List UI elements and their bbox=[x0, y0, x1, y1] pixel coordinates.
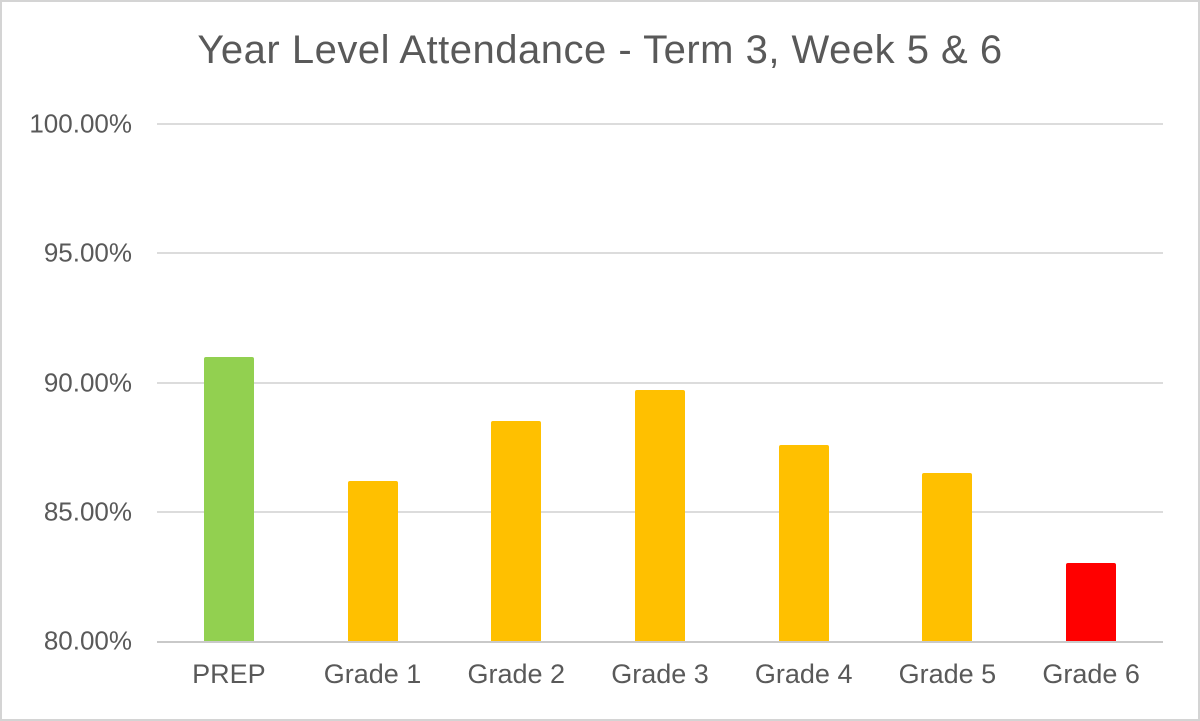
bar-grade-2 bbox=[491, 421, 542, 641]
gridline bbox=[157, 381, 1163, 384]
bar-prep bbox=[203, 356, 254, 641]
bar-grade-6 bbox=[1066, 563, 1117, 641]
bar-grade-4 bbox=[778, 444, 829, 641]
gridline bbox=[157, 252, 1163, 255]
bar-grade-3 bbox=[635, 390, 685, 641]
x-axis-category-label: Grade 2 bbox=[467, 659, 566, 689]
y-axis-tick-label: 85.00% bbox=[43, 496, 132, 527]
y-axis-tick-label: 100.00% bbox=[29, 108, 132, 139]
x-axis-category-label: Grade 4 bbox=[754, 659, 853, 689]
y-axis-tick-label: 90.00% bbox=[43, 367, 132, 397]
y-axis-tick-label: 95.00% bbox=[43, 237, 132, 268]
x-axis: PREP Grade 1 Grade 2 Grade 3 Grade 4 Grade 5 G… bbox=[157, 658, 1163, 698]
y-axis-tick-label: 80.00% bbox=[43, 625, 132, 656]
x-axis-category-label: Grade 3 bbox=[611, 659, 709, 689]
chart-title: Year Level Attendance - Term 3, Week 5 &… bbox=[197, 28, 1003, 72]
x-axis-category-label: PREP bbox=[192, 659, 266, 689]
gridline bbox=[157, 123, 1163, 125]
plot-area bbox=[157, 123, 1163, 643]
x-axis-category-label: Grade 1 bbox=[323, 659, 422, 689]
bar-grade-1 bbox=[347, 480, 398, 641]
bar-grade-5 bbox=[922, 472, 973, 641]
x-axis-category-label: Grade 6 bbox=[1042, 659, 1140, 689]
x-axis-category-label: Grade 5 bbox=[898, 659, 997, 689]
y-axis: 80.00% 85.00% 90.00% 95.00% 100.00% bbox=[0, 109, 132, 656]
